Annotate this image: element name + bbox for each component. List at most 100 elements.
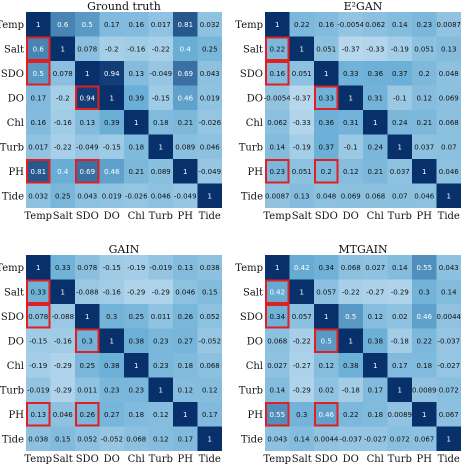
cell-value-label: 1 xyxy=(324,313,328,321)
cell-value-label: -0.15 xyxy=(103,264,121,272)
x-tick-label: Chl xyxy=(128,454,145,465)
cell-value-label: -0.049 xyxy=(76,143,99,151)
heatmap-panel-mtgain: MTGAIN 1 0.42 0.34 0.068 0.027 0.14 0.55 0.043 0.… xyxy=(235,243,461,465)
panel-title: E²GAN xyxy=(344,0,383,13)
y-tick-label: PH xyxy=(9,167,25,178)
y-tick-label: SDO xyxy=(240,69,263,80)
cell-value-label: 0.12 xyxy=(153,411,169,419)
heatmap-cell xyxy=(173,110,198,135)
x-tick-label: DO xyxy=(104,211,120,222)
x-tick-label: Salt xyxy=(53,211,73,222)
heatmap-cell xyxy=(148,36,173,61)
heatmap-cell xyxy=(387,402,412,427)
heatmap-cell xyxy=(314,426,339,451)
heatmap-cell xyxy=(26,110,51,135)
heatmap-cell xyxy=(124,36,149,61)
heatmap-cell xyxy=(363,377,388,402)
heatmap-cell xyxy=(75,255,100,280)
cell-value-label: 0.046 xyxy=(414,192,435,200)
x-tick-label: Salt xyxy=(53,454,73,465)
cell-value-label: -0.16 xyxy=(127,45,146,53)
cell-value-label: 0.089 xyxy=(151,168,171,176)
heatmap-cell xyxy=(265,61,290,86)
y-tick-label: PH xyxy=(9,410,25,421)
heatmap-cell xyxy=(338,377,363,402)
heatmap-cell xyxy=(197,183,222,208)
heatmap-cell xyxy=(314,328,339,353)
cell-value-label: 0.068 xyxy=(365,192,385,200)
heatmap-cell xyxy=(173,134,198,159)
cell-value-label: 0.3 xyxy=(106,313,117,321)
heatmap-cell xyxy=(197,328,222,353)
heatmap-cell xyxy=(26,159,51,184)
heatmap-cell xyxy=(99,36,124,61)
heatmap-cell xyxy=(26,85,51,110)
heatmap-cell xyxy=(363,12,388,37)
cell-value-label: -0.088 xyxy=(51,313,74,321)
x-tick-label: Temp xyxy=(263,454,291,465)
y-tick-label: SDO xyxy=(1,312,24,323)
heatmap-cell xyxy=(363,328,388,353)
cell-value-label: -0.027 xyxy=(437,362,460,370)
cell-value-label: 1 xyxy=(208,435,212,443)
cell-value-label: 0.38 xyxy=(128,337,144,345)
heatmap-cell xyxy=(75,426,100,451)
heatmap-cell xyxy=(75,377,100,402)
heatmap-cell xyxy=(75,353,100,378)
cell-value-label: -0.27 xyxy=(293,362,311,370)
y-tick-label: Chl xyxy=(246,118,263,129)
cell-value-label: 0.13 xyxy=(128,70,144,78)
heatmap-cell xyxy=(289,377,314,402)
heatmap-cell xyxy=(50,36,75,61)
highlight-box xyxy=(75,328,100,353)
cell-value-label: 0.55 xyxy=(269,411,285,419)
x-tick-label: Chl xyxy=(367,454,384,465)
cell-value-label: -0.019 xyxy=(149,264,172,272)
cell-value-label: 0.55 xyxy=(416,264,432,272)
cell-value-label: -0.29 xyxy=(391,288,409,296)
heatmap-cell xyxy=(265,353,290,378)
heatmap-cell xyxy=(148,353,173,378)
heatmap-cell xyxy=(363,426,388,451)
heatmap-cell xyxy=(197,12,222,37)
y-tick-label: PH xyxy=(248,410,264,421)
cell-value-label: 1 xyxy=(134,362,138,370)
heatmap-cell xyxy=(124,134,149,159)
cell-value-label: 0.16 xyxy=(128,21,144,29)
heatmap-cell xyxy=(99,134,124,159)
highlight-box xyxy=(314,328,339,353)
cell-value-label: -0.29 xyxy=(54,386,72,394)
heatmap-cell xyxy=(26,36,51,61)
heatmap-cell xyxy=(387,183,412,208)
highlight-box xyxy=(265,402,290,427)
heatmap-cell xyxy=(124,377,149,402)
heatmap-cell xyxy=(412,61,437,86)
heatmap-cell xyxy=(265,36,290,61)
cell-value-label: 0.032 xyxy=(28,192,48,200)
heatmap-cell xyxy=(50,279,75,304)
heatmap-cell xyxy=(314,12,339,37)
heatmap-cell xyxy=(436,426,461,451)
heatmap-cell xyxy=(197,304,222,329)
heatmap-cell xyxy=(314,279,339,304)
x-tick-label: SDO xyxy=(76,454,99,465)
cell-value-label: 0.42 xyxy=(269,288,285,296)
heatmap-cell xyxy=(197,279,222,304)
y-tick-label: Turb xyxy=(0,385,24,396)
heatmap-cell xyxy=(50,304,75,329)
highlight-box xyxy=(26,402,51,427)
cell-value-label: 0.16 xyxy=(318,21,334,29)
heatmap-cell xyxy=(289,353,314,378)
cell-value-label: 1 xyxy=(85,70,89,78)
cell-value-label: -0.2 xyxy=(56,94,70,102)
heatmap-cell xyxy=(26,304,51,329)
cell-value-label: 0.068 xyxy=(126,435,146,443)
heatmap-cell xyxy=(173,377,198,402)
x-tick-label: Temp xyxy=(24,211,52,222)
cell-value-label: 0.011 xyxy=(151,313,171,321)
heatmap-cell xyxy=(412,402,437,427)
cell-value-label: -0.19 xyxy=(127,264,145,272)
cell-value-label: 0.94 xyxy=(79,94,95,102)
cell-value-label: 0.27 xyxy=(177,337,193,345)
cell-value-label: 0.21 xyxy=(128,168,144,176)
